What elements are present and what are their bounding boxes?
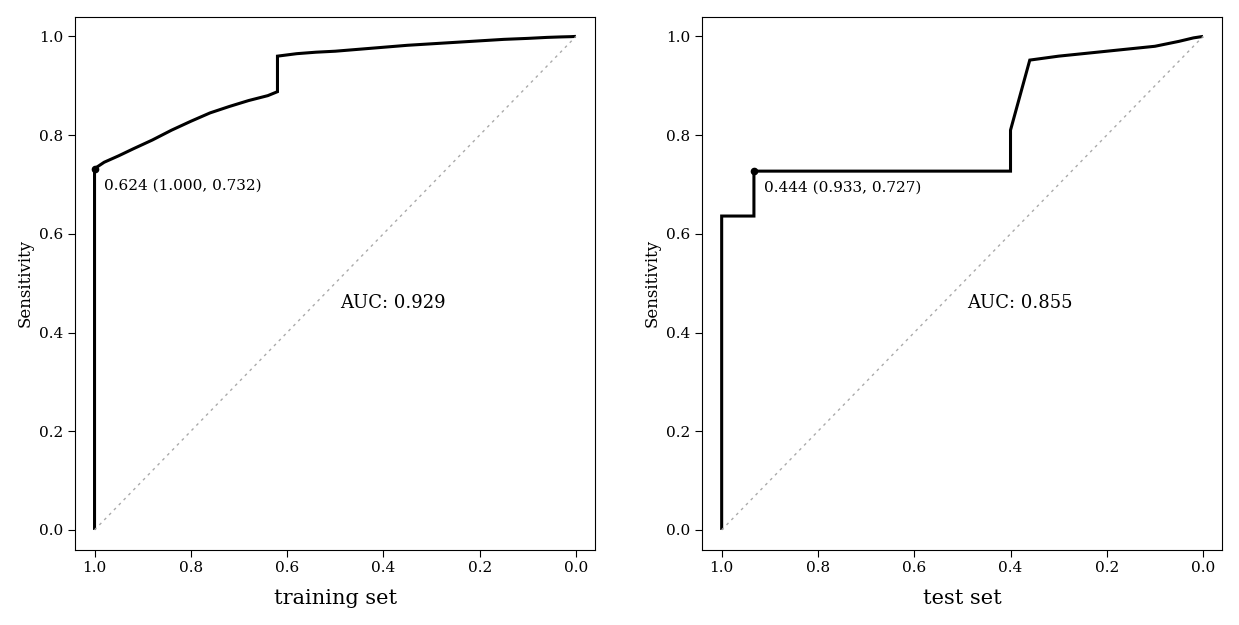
- Text: AUC: 0.929: AUC: 0.929: [341, 294, 446, 312]
- X-axis label: test set: test set: [923, 589, 1002, 608]
- X-axis label: training set: training set: [274, 589, 396, 608]
- Y-axis label: Sensitivity: Sensitivity: [16, 239, 33, 328]
- Y-axis label: Sensitivity: Sensitivity: [644, 239, 660, 328]
- Text: AUC: 0.855: AUC: 0.855: [968, 294, 1073, 312]
- Text: 0.444 (0.933, 0.727): 0.444 (0.933, 0.727): [763, 181, 921, 195]
- Text: 0.624 (1.000, 0.732): 0.624 (1.000, 0.732): [104, 179, 261, 192]
